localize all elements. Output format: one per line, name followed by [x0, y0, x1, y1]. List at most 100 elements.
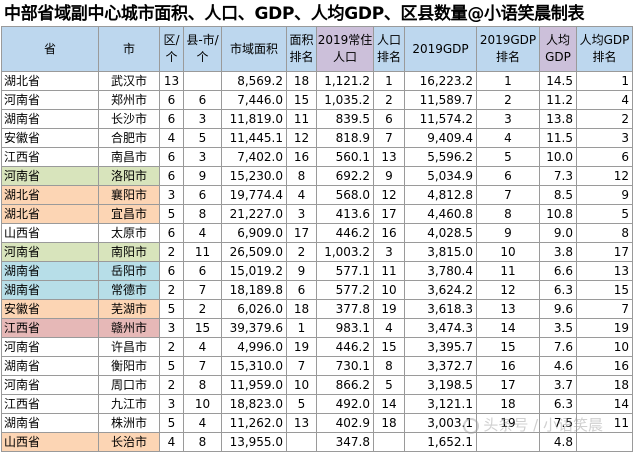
area-cell: 15,019.2: [221, 261, 287, 281]
table-row: 湖北省 襄阳市 3 6 19,774.4 4 568.0 12 4,812.8 7 8.5 9: [1, 185, 633, 205]
population-cell: 492.0: [316, 394, 374, 414]
population-cell: 446.2: [316, 337, 374, 357]
city-cell: 株洲市: [98, 413, 160, 433]
area-cell: 19,774.4: [221, 185, 287, 205]
gdp-cell: 3,474.3: [404, 318, 477, 338]
gdp-per-capita-rank-cell: 17: [576, 242, 633, 262]
population-cell: 866.2: [316, 375, 374, 395]
gdp-per-capita-rank-cell: 2: [576, 109, 633, 129]
gdp-per-capita-rank-cell: 15: [576, 280, 633, 300]
counties-cell: 15: [183, 318, 222, 338]
gdp-cell: 3,815.0: [404, 242, 477, 262]
column-header: 人均GDP排名: [576, 26, 633, 72]
districts-cell: 2: [159, 280, 184, 300]
population-cell: 577.2: [316, 280, 374, 300]
province-cell: 湖南省: [1, 356, 99, 376]
area-rank-cell: 18: [286, 71, 317, 91]
gdp-per-capita-cell: 9.6: [539, 299, 577, 319]
province-cell: 湖北省: [1, 185, 99, 205]
area-cell: 11,262.0: [221, 413, 287, 433]
gdp-cell: 4,028.5: [404, 223, 477, 243]
area-cell: 39,379.6: [221, 318, 287, 338]
gdp-rank-cell: 16: [476, 356, 540, 376]
population-cell: 347.8: [316, 432, 374, 452]
population-cell: 692.2: [316, 166, 374, 186]
city-cell: 岳阳市: [98, 261, 160, 281]
column-header: 区/个: [159, 26, 184, 72]
population-rank-cell: 18: [373, 413, 405, 433]
districts-cell: 3: [159, 185, 184, 205]
gdp-per-capita-rank-cell: 13: [576, 261, 633, 281]
city-cell: 武汉市: [98, 71, 160, 91]
gdp-per-capita-rank-cell: 14: [576, 394, 633, 414]
gdp-rank-cell: 8: [476, 204, 540, 224]
gdp-cell: 5,034.9: [404, 166, 477, 186]
gdp-rank-cell: 1: [476, 71, 540, 91]
area-cell: 7,446.0: [221, 90, 287, 110]
counties-cell: 4: [183, 337, 222, 357]
gdp-per-capita-cell: 8.5: [539, 185, 577, 205]
area-cell: 18,823.0: [221, 394, 287, 414]
table-row: 河南省 郑州市 6 6 7,446.0 15 1,035.2 2 11,589.7 2 11.2 4: [1, 90, 633, 110]
gdp-per-capita-cell: 10.8: [539, 204, 577, 224]
districts-cell: 2: [159, 242, 184, 262]
districts-cell: 4: [159, 432, 184, 452]
gdp-rank-cell: [476, 432, 540, 452]
city-data-table: 省市区/个 县-市/个 市域面积 面积排名 2019常住人口 人口排名 2019GDP 201…: [1, 26, 633, 452]
city-cell: 合肥市: [98, 128, 160, 148]
gdp-per-capita-rank-cell: 1: [576, 71, 633, 91]
population-cell: 377.8: [316, 299, 374, 319]
gdp-per-capita-rank-cell: 19: [576, 318, 633, 338]
gdp-cell: 11,574.2: [404, 109, 477, 129]
population-rank-cell: 12: [373, 185, 405, 205]
area-cell: 4,996.0: [221, 337, 287, 357]
area-rank-cell: 18: [286, 299, 317, 319]
counties-cell: 6: [183, 90, 222, 110]
gdp-per-capita-cell: 14.5: [539, 71, 577, 91]
population-rank-cell: 5: [373, 375, 405, 395]
districts-cell: 6: [159, 90, 184, 110]
population-rank-cell: 4: [373, 318, 405, 338]
population-cell: 402.9: [316, 413, 374, 433]
districts-cell: 13: [159, 71, 184, 91]
districts-cell: 5: [159, 413, 184, 433]
counties-cell: 8: [183, 375, 222, 395]
gdp-per-capita-cell: 10.0: [539, 147, 577, 167]
gdp-cell: 3,624.2: [404, 280, 477, 300]
province-cell: 湖南省: [1, 109, 99, 129]
city-cell: 长治市: [98, 432, 160, 452]
counties-cell: 4: [183, 413, 222, 433]
population-cell: 568.0: [316, 185, 374, 205]
population-rank-cell: 6: [373, 109, 405, 129]
city-cell: 宜昌市: [98, 204, 160, 224]
gdp-per-capita-cell: 7.5: [539, 413, 577, 433]
column-header: 人口排名: [373, 26, 405, 72]
population-cell: 577.1: [316, 261, 374, 281]
population-rank-cell: 11: [373, 261, 405, 281]
city-cell: 衡阳市: [98, 356, 160, 376]
city-cell: 赣州市: [98, 318, 160, 338]
gdp-rank-cell: 4: [476, 128, 540, 148]
population-rank-cell: 2: [373, 90, 405, 110]
counties-cell: 11: [183, 242, 222, 262]
gdp-rank-cell: 12: [476, 280, 540, 300]
area-rank-cell: 1: [286, 318, 317, 338]
province-cell: 山西省: [1, 223, 99, 243]
districts-cell: 3: [159, 318, 184, 338]
population-rank-cell: 8: [373, 356, 405, 376]
gdp-cell: 11,589.7: [404, 90, 477, 110]
counties-cell: 8: [183, 432, 222, 452]
counties-cell: 6: [183, 185, 222, 205]
table-row: 湖北省 武汉市 13 8,569.2 18 1,121.2 1 16,223.2 1 14.5 1: [1, 71, 633, 91]
population-rank-cell: 1: [373, 71, 405, 91]
counties-cell: 3: [183, 109, 222, 129]
population-rank-cell: 16: [373, 223, 405, 243]
gdp-cell: 3,003.1: [404, 413, 477, 433]
area-cell: 18,189.8: [221, 280, 287, 300]
area-rank-cell: 11: [286, 109, 317, 129]
province-cell: 湖南省: [1, 413, 99, 433]
counties-cell: 2: [183, 299, 222, 319]
gdp-per-capita-cell: 6.6: [539, 261, 577, 281]
gdp-rank-cell: 2: [476, 90, 540, 110]
gdp-per-capita-cell: 13.8: [539, 109, 577, 129]
